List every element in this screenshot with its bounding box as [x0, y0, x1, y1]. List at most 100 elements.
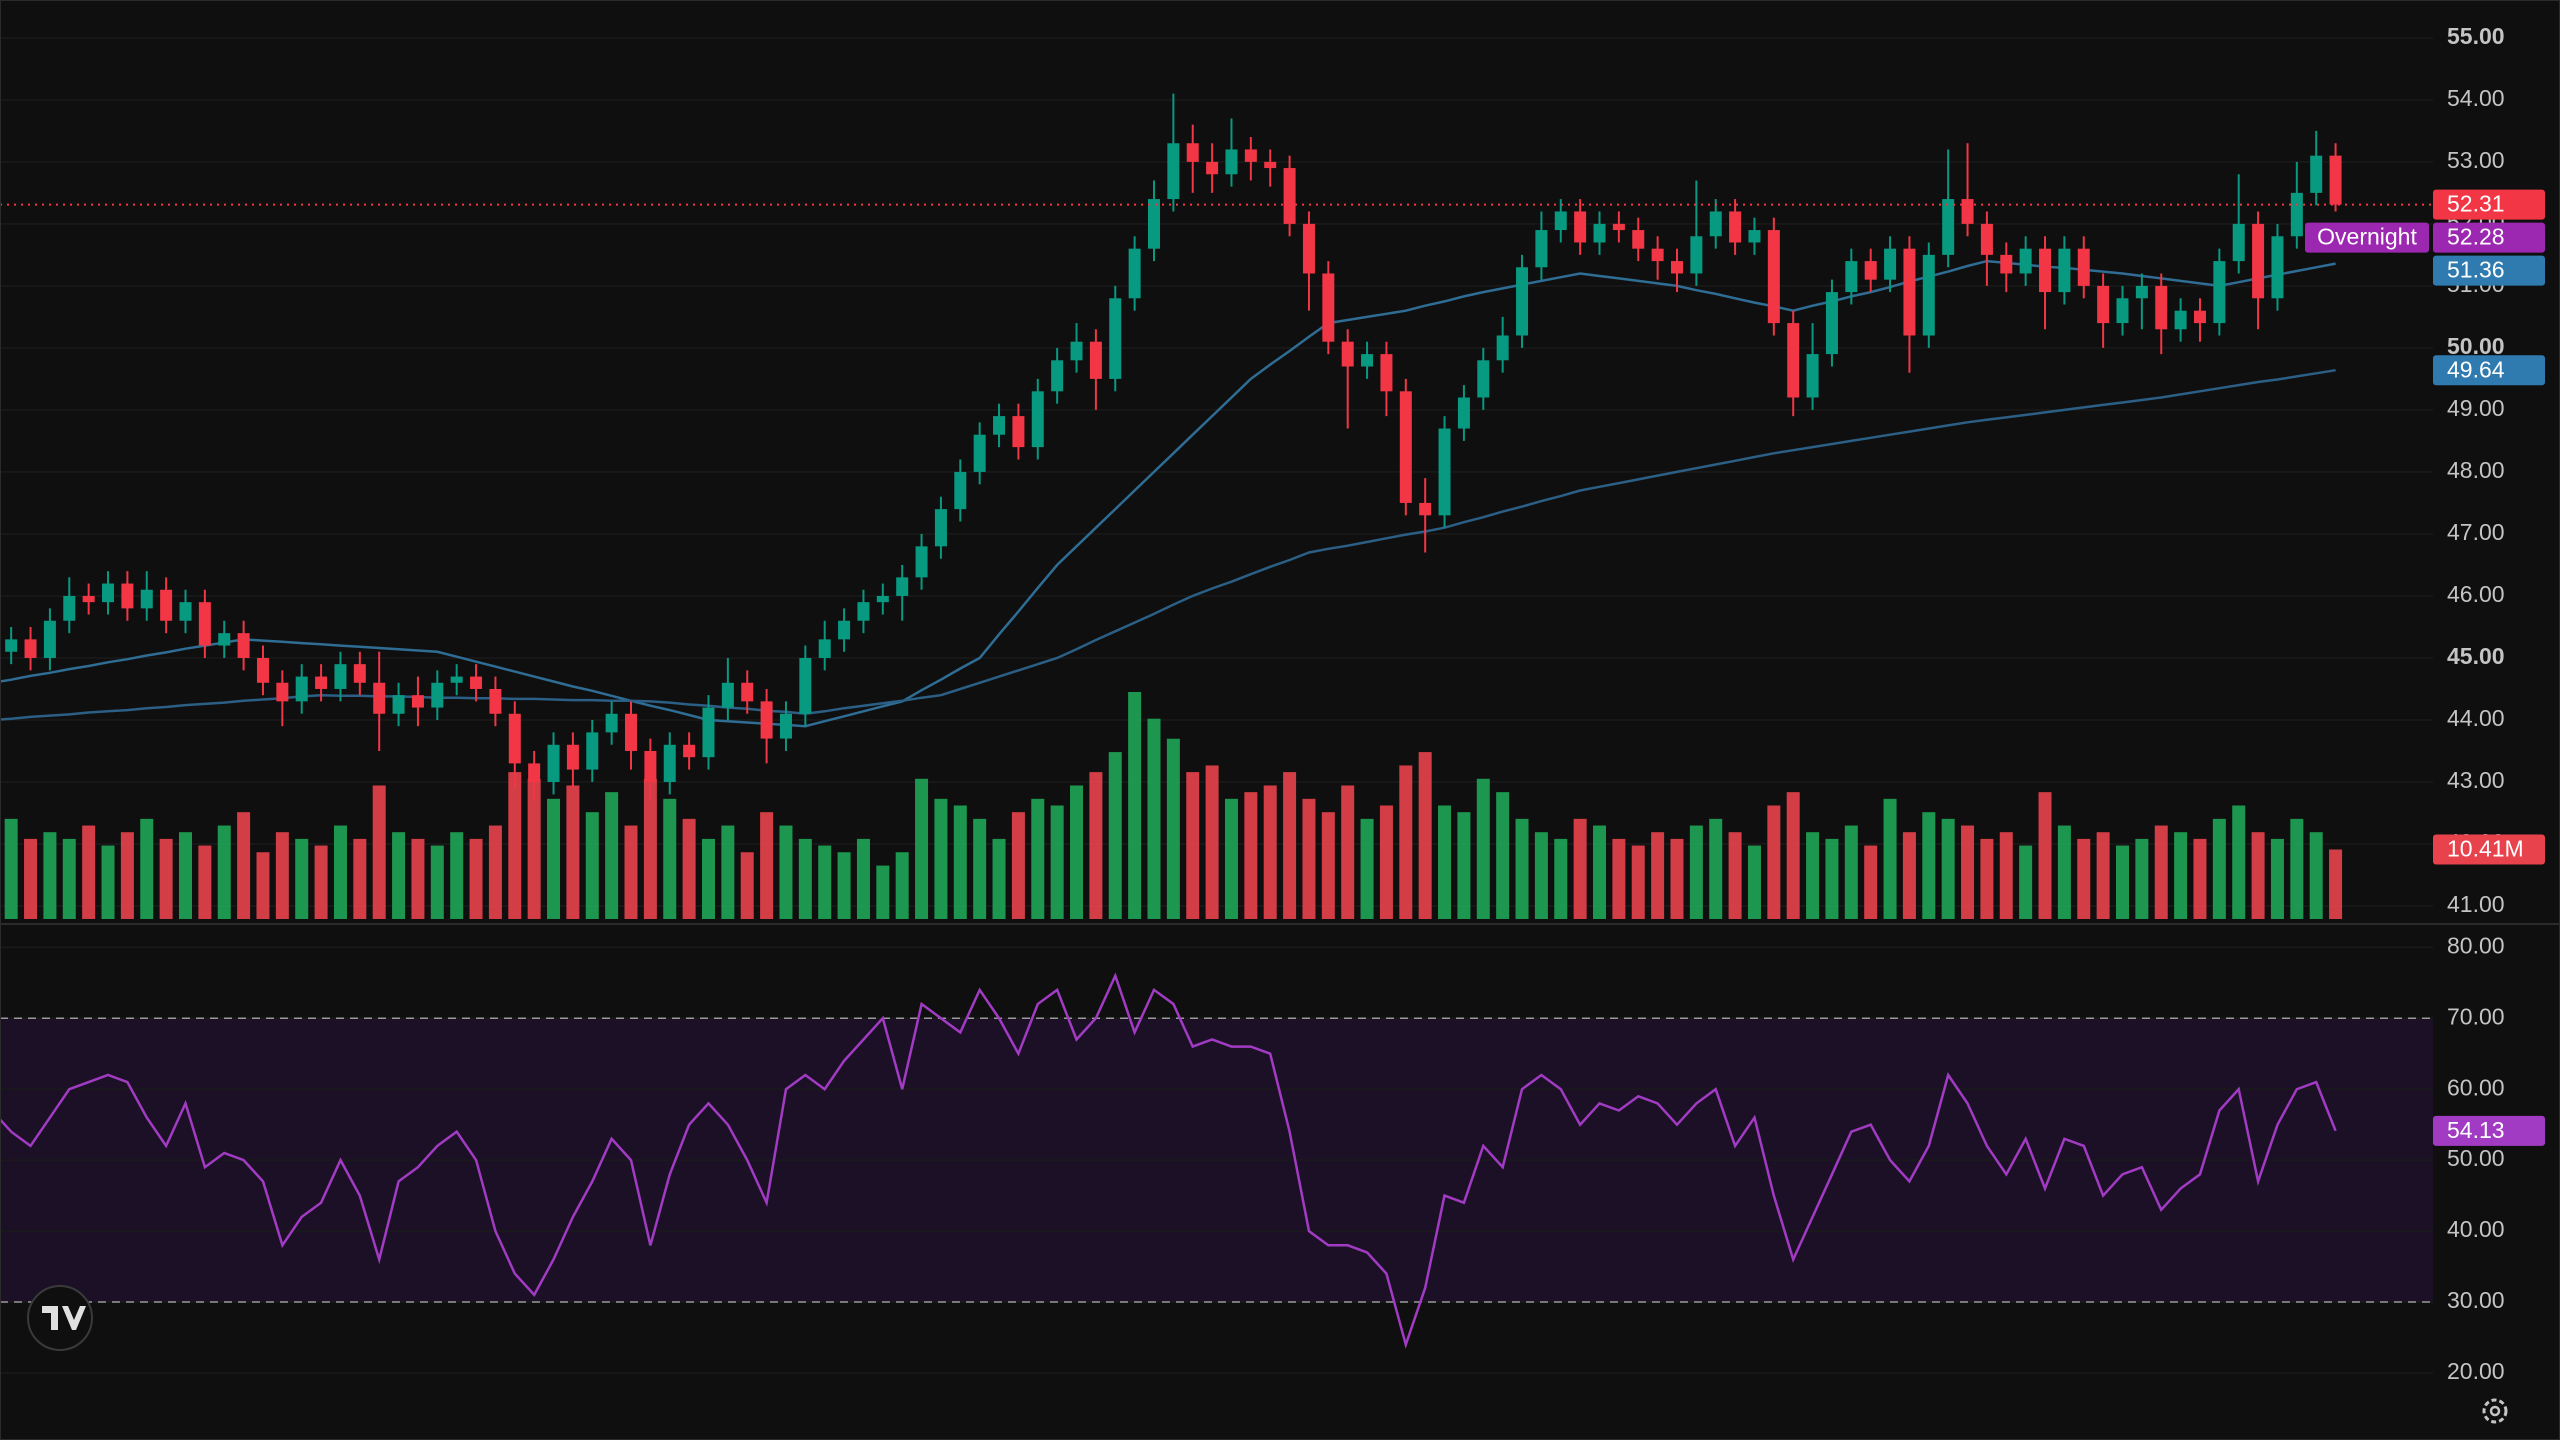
y-tick-label: 80.00 [2447, 932, 2505, 958]
volume-bar [1108, 752, 1122, 919]
candle-body [2155, 285, 2168, 330]
candle-body [295, 676, 308, 702]
candle-body [1903, 248, 1916, 336]
volume-bar [1205, 765, 1219, 919]
volume-bar [760, 812, 774, 919]
y-tick-label: 54.00 [2447, 85, 2505, 111]
candle-body [43, 620, 56, 658]
volume-bar [624, 825, 638, 919]
candle-body [160, 589, 173, 621]
volume-bar [2309, 832, 2323, 919]
candle-body [179, 602, 192, 621]
volume-bar [547, 798, 561, 919]
volume-bar [1418, 752, 1432, 919]
volume-bar [992, 838, 1006, 919]
volume-bar [721, 825, 735, 919]
volume-bar [1534, 832, 1548, 919]
candle-body [2058, 248, 2071, 293]
volume-bar [508, 772, 522, 919]
candle-body [915, 546, 928, 578]
candle-body [896, 577, 909, 596]
candle-body [2135, 285, 2148, 299]
volume-bar [2174, 832, 2188, 919]
candle-body [1593, 223, 1606, 243]
candle-body [2097, 285, 2110, 324]
volume-bar [2019, 845, 2033, 919]
volume-bar [1341, 785, 1355, 919]
candle-body [82, 595, 95, 603]
candle-body [1980, 223, 1993, 255]
candle-body [2213, 261, 2226, 324]
overnight-tag: Overnight [2317, 224, 2417, 250]
volume-bar [585, 812, 599, 919]
rsi-label: 54.13 [2447, 1117, 2505, 1143]
volume-bar [856, 838, 870, 919]
candle-body [1089, 341, 1102, 379]
volume-bar [2154, 825, 2168, 919]
settings-button[interactable] [2482, 1398, 2508, 1424]
candle-body [605, 713, 618, 733]
candle-body [1031, 391, 1044, 448]
candle-body [1554, 211, 1567, 231]
y-tick-label: 44.00 [2447, 705, 2505, 731]
candle-body [470, 676, 483, 689]
volume-bar [2193, 838, 2207, 919]
candle-body [1729, 211, 1742, 243]
logo-badge[interactable] [27, 1285, 93, 1351]
volume-bar [450, 832, 464, 919]
y-tick-label: 48.00 [2447, 457, 2505, 483]
candle-body [876, 595, 889, 603]
candle-body [1361, 354, 1374, 367]
volume-bar [179, 832, 192, 919]
candle-body [1961, 199, 1974, 224]
candle-body [702, 707, 715, 758]
y-tick-label: 47.00 [2447, 519, 2505, 545]
logo[interactable] [27, 1285, 93, 1351]
candle-body [1787, 323, 1800, 398]
volume-bar [1689, 825, 1703, 919]
candle-body [1884, 248, 1897, 280]
volume-bar [1089, 772, 1103, 919]
volume-bar [1321, 812, 1335, 919]
volume-bar [101, 845, 115, 919]
volume-bar [1883, 798, 1897, 919]
candle-body [1748, 230, 1761, 243]
volume-bar [2251, 832, 2265, 919]
candle-body [1632, 230, 1645, 249]
volume-bar [1360, 818, 1374, 919]
volume-bar [740, 852, 754, 919]
volume-bar [818, 845, 832, 919]
volume-bar [159, 838, 173, 919]
y-tick-label: 20.00 [2447, 1358, 2505, 1384]
candle-body [24, 639, 37, 658]
volume-bar [1379, 805, 1393, 919]
volume-bar [643, 778, 657, 919]
volume-bar [1283, 772, 1297, 919]
candle-body [993, 416, 1006, 435]
volume-bar [256, 852, 270, 919]
volume-bar [663, 798, 677, 919]
candle-body [2193, 310, 2206, 324]
volume-bar [1244, 792, 1258, 919]
candle-body [489, 688, 502, 714]
candle-body [315, 676, 328, 689]
candle-body [625, 713, 638, 751]
candle-body [198, 602, 211, 646]
volume-bar [1128, 692, 1142, 919]
volume-bar [217, 825, 231, 919]
volume-bar [353, 838, 367, 919]
volume-bar [1186, 772, 1200, 919]
volume-bar [1767, 805, 1781, 919]
candle-body [1109, 298, 1122, 379]
volume-bar [1438, 805, 1452, 919]
volume-bar [2077, 838, 2091, 919]
volume-bar [2212, 818, 2226, 919]
candle-body [663, 744, 676, 782]
candle-body [973, 434, 986, 472]
candle-body [1574, 211, 1587, 243]
y-tick-label: 50.00 [2447, 1145, 2505, 1171]
volume-bar [2232, 805, 2246, 919]
volume-bar [1709, 818, 1723, 919]
candle-body [818, 639, 831, 658]
